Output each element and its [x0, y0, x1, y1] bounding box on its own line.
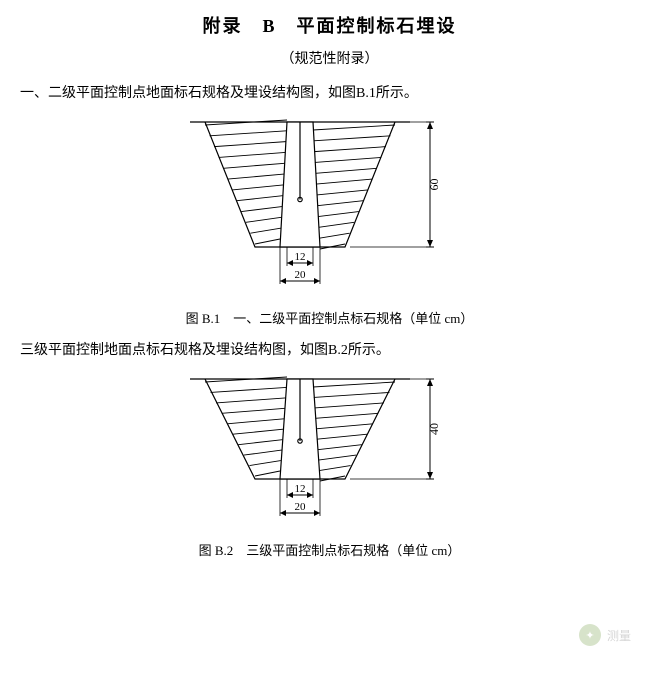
svg-text:40: 40 [427, 423, 441, 435]
figure-b2-caption: 图 B.2 三级平面控制点标石规格（单位 cm） [20, 540, 639, 559]
figure-b1: 60 12 20 [20, 110, 639, 302]
paragraph-fig1: 一、二级平面控制点地面标石规格及埋设结构图，如图B.1所示。 [20, 82, 639, 102]
svg-text:20: 20 [294, 501, 306, 513]
watermark: ✦ 测量 [579, 624, 631, 646]
figure-b1-caption: 图 B.1 一、二级平面控制点标石规格（单位 cm） [20, 308, 639, 327]
wechat-icon: ✦ [579, 624, 601, 646]
figure-b2: 40 12 20 [20, 367, 639, 534]
watermark-text: 测量 [607, 627, 631, 644]
appendix-subtitle: （规范性附录） [20, 48, 639, 68]
figure-b2-svg: 40 12 20 [180, 367, 480, 534]
appendix-title: 附录 B 平面控制标石埋设 [20, 12, 639, 38]
paragraph-fig2: 三级平面控制地面点标石规格及埋设结构图，如图B.2所示。 [20, 339, 639, 359]
figure-b1-svg: 60 12 20 [180, 110, 480, 302]
svg-text:60: 60 [427, 179, 441, 191]
svg-text:20: 20 [294, 269, 306, 281]
svg-text:12: 12 [294, 483, 305, 495]
svg-text:12: 12 [294, 251, 305, 263]
